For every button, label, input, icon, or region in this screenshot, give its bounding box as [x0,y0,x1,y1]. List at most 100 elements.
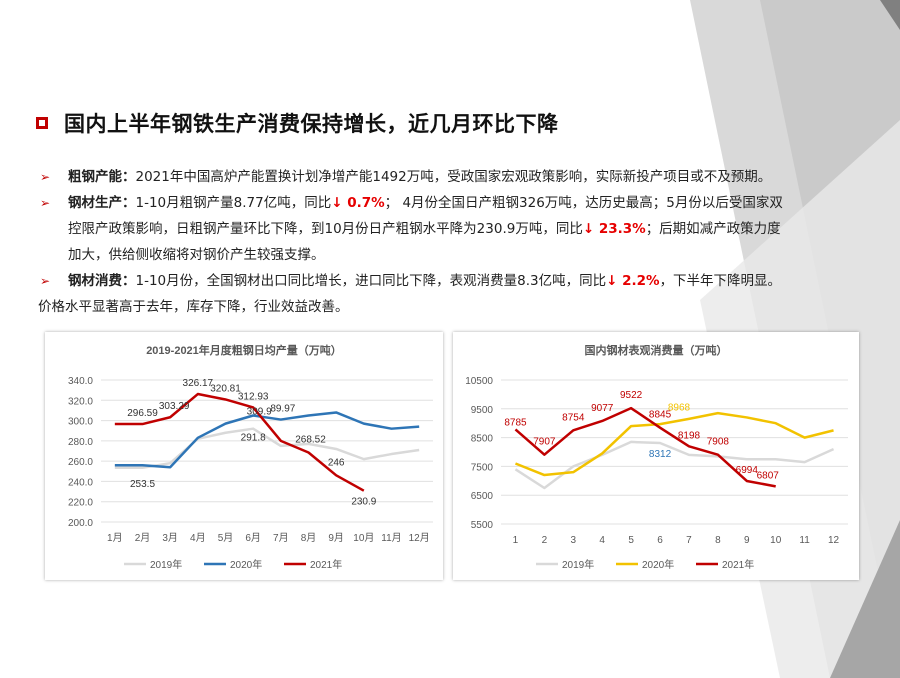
bullet-steel-consumption: ➢ 钢材消费：1-10月份，全国钢材出口同比增长，进口同比下降，表观消费量8.3… [38,268,858,320]
y-tick-label: 220.0 [68,498,93,509]
x-tick-label: 5月 [218,532,234,544]
x-tick-label: 7 [686,535,692,546]
x-tick-label: 8月 [301,532,317,544]
bullet-label: 粗钢产能： [68,169,136,185]
chart-title: 国内钢材表观消费量（万吨） [585,343,728,357]
y-tick-label: 7500 [471,462,494,473]
bullet-text: 加大，供给侧收缩将对钢价产生较强支撑。 [68,247,325,263]
y-tick-label: 280.0 [68,437,93,448]
chart-title: 2019-2021年月度粗钢日均产量（万吨） [146,343,342,357]
x-tick-label: 4 [599,535,605,546]
legend-label: 2020年 [230,558,262,571]
data-label: 8968 [668,403,691,414]
series-line-2020年 [114,411,420,469]
bullet-text: 控限产政策影响，日粗钢产量环比下降，到10月份日产粗钢水平降为230.9万吨，同… [68,221,583,237]
x-tick-label: 1月 [107,532,123,544]
title-square-icon [36,117,48,129]
x-tick-label: 9 [744,535,750,546]
x-tick-label: 10月 [353,532,374,544]
legend-label: 2020年 [642,558,674,571]
y-tick-label: 300.0 [68,417,93,428]
data-label: 268.52 [295,435,326,446]
data-label: 291.8 [241,433,266,444]
data-label: 8754 [562,412,585,423]
legend-label: 2019年 [150,558,182,571]
arrow-icon: ➢ [40,274,51,288]
x-tick-label: 12 [828,535,840,546]
bullet-steel-production: ➢ 钢材生产：1-10月粗钢产量8.77亿吨，同比↓ 0.7%； 4月份全国日产… [38,190,858,268]
decline-value: ↓ 2.2% [606,273,660,289]
y-tick-label: 240.0 [68,477,93,488]
decline-value: ↓ 0.7% [331,195,385,211]
x-tick-label: 3月 [162,532,178,544]
chart-panel-consumption: 国内钢材表观消费量（万吨） 5500 6500 7500 8500 9500 10500 1 2… [453,332,859,580]
data-label: 303.29 [159,401,190,412]
arrow-icon: ➢ [40,170,51,184]
x-tick-label: 1 [513,535,519,546]
data-label: 8845 [649,410,672,421]
data-label: 253.5 [130,479,155,490]
series-line-2021年 [514,406,776,488]
x-tick-label: 2月 [135,532,151,544]
bullet-label: 钢材生产： [68,195,136,211]
x-tick-label: 11 [799,535,810,546]
bullet-text: ，下半年下降明显。 [659,273,782,289]
x-tick-label: 7月 [273,532,289,544]
x-tick-label: 2 [542,535,548,546]
x-tick-label: 11月 [381,532,401,544]
data-label: 8785 [504,417,527,428]
series-line-2020年 [514,411,834,477]
data-label: 89.97 [270,404,295,415]
y-tick-label: 340.0 [68,376,93,387]
legend-label: 2021年 [310,558,342,571]
y-tick-label: 320.0 [68,396,93,407]
data-label: 326.17 [183,378,214,389]
bullet-label: 钢材消费： [68,273,136,289]
x-tick-label: 10 [770,535,782,546]
page-title-row: 国内上半年钢铁生产消费保持增长，近几月环比下降 [36,108,559,138]
chart-panel-crude-steel: 2019-2021年月度粗钢日均产量（万吨） 200.0 220.0 240.0 260… [45,332,443,580]
bullet-list: ➢ 粗钢产能：2021年中国高炉产能置换计划净增产能1492万吨，受政国家宏观政… [38,164,858,320]
data-label: 8312 [649,449,672,460]
bullet-text: 1-10月粗钢产量8.77亿吨，同比 [135,195,332,211]
bullet-text: ； 4月份全国日产粗钢326万吨，达历史最高；5月份以后受国家双 [384,195,783,211]
bullet-text: 价格水平显著高于去年，库存下降，行业效益改善。 [38,299,349,315]
y-tick-label: 8500 [471,434,494,445]
decline-value: ↓ 23.3% [582,221,646,237]
data-label: 9522 [620,390,643,401]
bullet-text: 2021年中国高炉产能置换计划净增产能1492万吨，受政国家宏观政策影响，实际新… [135,169,772,185]
data-label: 320.81 [210,383,241,394]
bullet-text: ；后期如减产政策力度 [645,221,781,237]
series-line-2019年 [114,427,420,469]
data-label: 312.93 [238,391,269,402]
data-label: 230.9 [351,497,376,508]
y-tick-label: 10500 [465,376,493,387]
data-label: 7908 [707,437,730,448]
bullet-crude-capacity: ➢ 粗钢产能：2021年中国高炉产能置换计划净增产能1492万吨，受政国家宏观政… [38,164,858,190]
data-label: 6994 [736,465,759,476]
y-tick-label: 260.0 [68,457,93,468]
y-tick-label: 200.0 [68,518,93,529]
y-tick-label: 5500 [471,520,494,531]
x-tick-label: 12月 [409,532,430,544]
crude-steel-chart: 2019-2021年月度粗钢日均产量（万吨） 200.0 220.0 240.0 260… [68,343,433,571]
x-tick-label: 6月 [245,532,261,544]
x-tick-label: 9月 [328,532,344,544]
x-tick-label: 8 [715,535,721,546]
data-label: 9077 [591,403,614,414]
x-tick-label: 5 [628,535,634,546]
y-tick-label: 6500 [471,491,494,502]
series-line-2019年 [514,440,835,490]
x-tick-label: 4月 [190,532,206,544]
data-label: 246 [328,457,345,468]
page-title: 国内上半年钢铁生产消费保持增长，近几月环比下降 [64,112,559,136]
x-tick-label: 6 [657,535,663,546]
legend-label: 2021年 [722,558,754,571]
data-label: 296.59 [127,408,158,419]
data-label: 6807 [757,470,780,481]
x-tick-label: 3 [571,535,577,546]
y-tick-label: 9500 [471,405,494,416]
arrow-icon: ➢ [40,196,51,210]
data-label: 8198 [678,430,701,441]
